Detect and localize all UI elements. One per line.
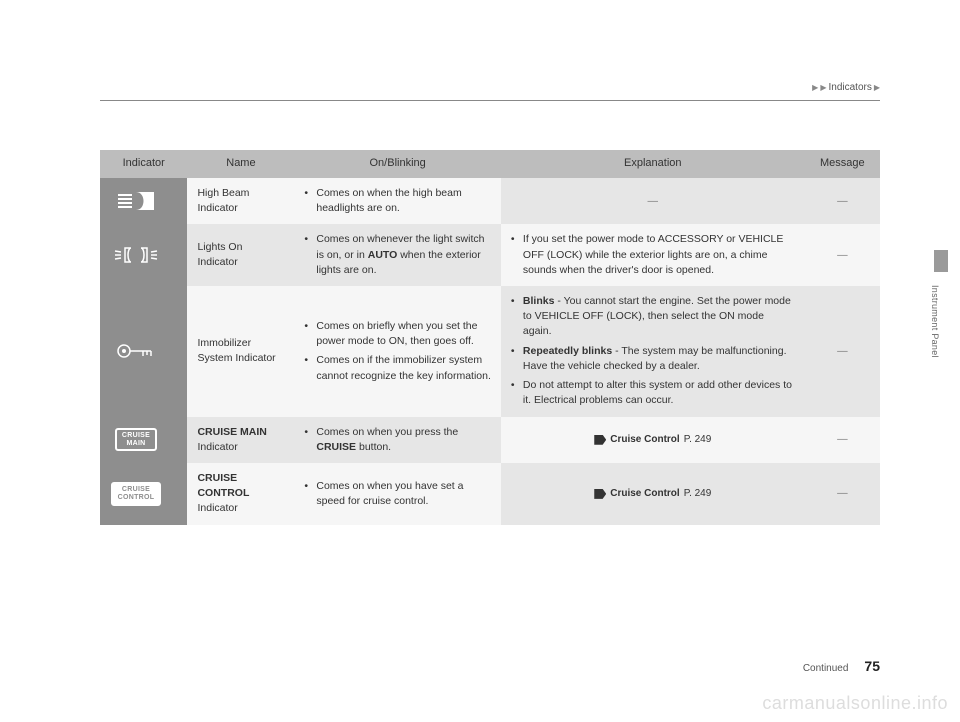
chevron-right-icon: ▶ bbox=[874, 83, 880, 92]
indicator-cell bbox=[100, 286, 187, 417]
msg-cell: — bbox=[805, 224, 880, 286]
bullet-item: Repeatedly blinks - The system may be ma… bbox=[511, 344, 795, 374]
bullet-item: Comes on whenever the light switch is on… bbox=[304, 232, 491, 278]
exp-cell: Cruise Control P. 249 bbox=[501, 417, 805, 463]
breadcrumb: ▶ ▶ Indicators ▶ bbox=[812, 82, 880, 93]
on-cell: Comes on whenever the light switch is on… bbox=[294, 224, 501, 286]
name-cell: CRUISE MAIN Indicator bbox=[187, 417, 294, 463]
indicator-cell bbox=[100, 224, 187, 286]
side-section-label: Instrument Panel bbox=[930, 285, 940, 358]
table-row: Immobilizer System Indicator Comes on br… bbox=[100, 286, 880, 417]
bullet-item: Blinks - You cannot start the engine. Se… bbox=[511, 294, 795, 340]
on-cell: Comes on when you have set a speed for c… bbox=[294, 463, 501, 525]
th-explanation: Explanation bbox=[501, 150, 805, 178]
indicator-cell: CRUISECONTROL bbox=[100, 463, 187, 525]
header-rule bbox=[100, 100, 880, 101]
name-cell: High Beam Indicator bbox=[187, 178, 294, 224]
name-cell: CRUISE CONTROL Indicator bbox=[187, 463, 294, 525]
exp-cell: If you set the power mode to ACCESSORY o… bbox=[501, 224, 805, 286]
msg-cell: — bbox=[805, 463, 880, 525]
msg-cell: — bbox=[805, 417, 880, 463]
bullet-item: Comes on when the high beam headlights a… bbox=[304, 186, 491, 216]
watermark: carmanualsonline.info bbox=[762, 693, 948, 714]
cruise-main-icon: CRUISEMAIN bbox=[115, 428, 157, 451]
lights-on-icon bbox=[113, 244, 159, 266]
page-footer: Continued 75 bbox=[803, 658, 880, 674]
name-cell: Immobilizer System Indicator bbox=[187, 286, 294, 417]
bullet-item: Comes on briefly when you set the power … bbox=[304, 319, 491, 349]
bullet-item: Comes on when you press the CRUISE butto… bbox=[304, 425, 491, 455]
indicator-cell: CRUISEMAIN bbox=[100, 417, 187, 463]
cruise-control-icon: CRUISECONTROL bbox=[111, 482, 162, 505]
bullet-item: Comes on if the immobilizer system canno… bbox=[304, 353, 491, 383]
page-number: 75 bbox=[864, 658, 880, 674]
msg-cell: — bbox=[805, 286, 880, 417]
immobilizer-icon bbox=[115, 341, 157, 361]
th-name: Name bbox=[187, 150, 294, 178]
indicator-cell bbox=[100, 178, 187, 224]
high-beam-icon bbox=[116, 190, 156, 212]
on-cell: Comes on when you press the CRUISE butto… bbox=[294, 417, 501, 463]
chevron-right-icon: ▶ bbox=[820, 83, 826, 92]
th-indicator: Indicator bbox=[100, 150, 187, 178]
bullet-item: Do not attempt to alter this system or a… bbox=[511, 378, 795, 408]
indicators-table: Indicator Name On/Blinking Explanation M… bbox=[100, 150, 880, 525]
ref-arrow-icon bbox=[594, 435, 606, 445]
on-cell: Comes on briefly when you set the power … bbox=[294, 286, 501, 417]
table-row: Lights On Indicator Comes on whenever th… bbox=[100, 224, 880, 286]
table-row: CRUISECONTROL CRUISE CONTROL Indicator C… bbox=[100, 463, 880, 525]
exp-cell: Blinks - You cannot start the engine. Se… bbox=[501, 286, 805, 417]
chevron-right-icon: ▶ bbox=[812, 83, 818, 92]
msg-cell: — bbox=[805, 178, 880, 224]
on-cell: Comes on when the high beam headlights a… bbox=[294, 178, 501, 224]
th-message: Message bbox=[805, 150, 880, 178]
exp-cell: — bbox=[501, 178, 805, 224]
breadcrumb-label: Indicators bbox=[828, 82, 871, 93]
table-row: High Beam Indicator Comes on when the hi… bbox=[100, 178, 880, 224]
ref-arrow-icon bbox=[594, 489, 606, 499]
table-row: CRUISEMAIN CRUISE MAIN Indicator Comes o… bbox=[100, 417, 880, 463]
continued-label: Continued bbox=[803, 663, 849, 674]
bullet-item: Comes on when you have set a speed for c… bbox=[304, 479, 491, 509]
side-tab bbox=[934, 250, 948, 272]
name-cell: Lights On Indicator bbox=[187, 224, 294, 286]
bullet-item: If you set the power mode to ACCESSORY o… bbox=[511, 232, 795, 278]
th-on-blinking: On/Blinking bbox=[294, 150, 501, 178]
exp-cell: Cruise Control P. 249 bbox=[501, 463, 805, 525]
